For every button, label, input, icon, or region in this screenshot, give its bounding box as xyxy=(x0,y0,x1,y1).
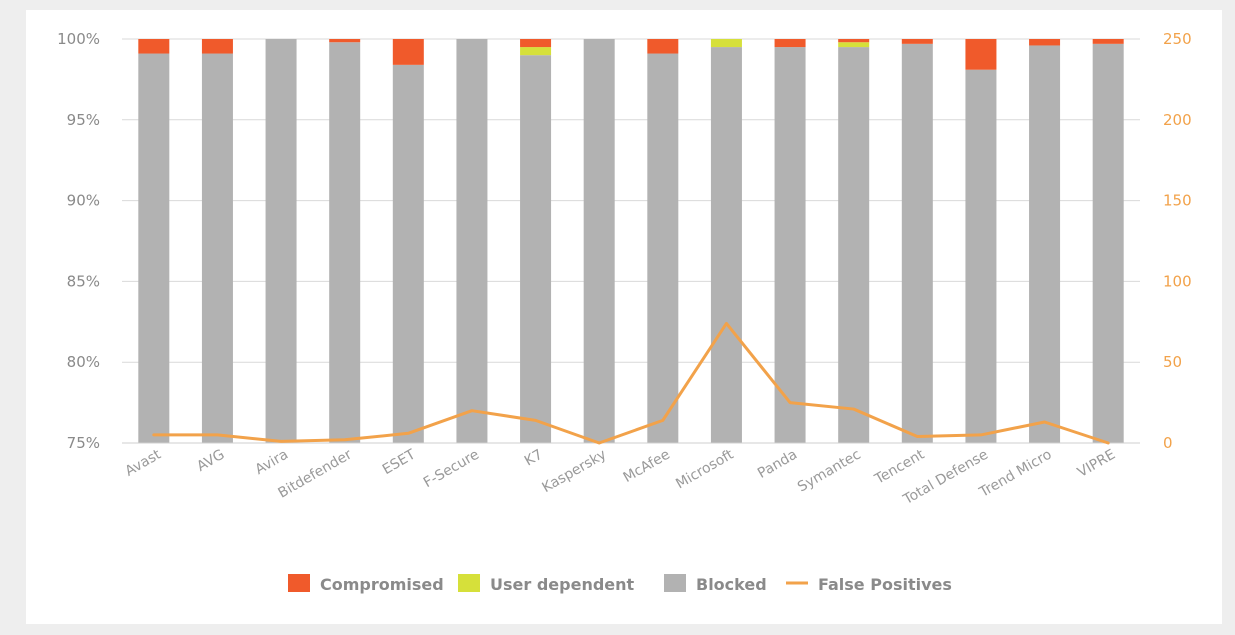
bar-compromised xyxy=(138,39,170,54)
y-right-tick-label: 0 xyxy=(1163,434,1173,452)
x-category-label: Kaspersky xyxy=(539,447,609,496)
bar-compromised xyxy=(329,39,361,43)
bar-compromised xyxy=(647,39,679,54)
x-category-label: McAfee xyxy=(621,447,673,486)
bar-compromised xyxy=(201,39,233,54)
bar-compromised xyxy=(1029,39,1061,46)
y-right-tick-label: 100 xyxy=(1163,272,1192,290)
x-category-label: Trend Micro xyxy=(976,447,1055,502)
bar-blocked xyxy=(965,69,997,444)
y-left-tick-label: 80% xyxy=(67,353,100,371)
bar-blocked xyxy=(1029,45,1061,444)
bar-compromised xyxy=(520,39,552,48)
bar-blocked xyxy=(901,43,933,444)
false-positives-line xyxy=(152,321,1110,445)
bar-compromised xyxy=(901,39,933,44)
bar-blocked xyxy=(774,47,806,444)
bar-blocked xyxy=(265,39,297,443)
bar-blocked xyxy=(838,47,870,444)
x-category-label: VIPRE xyxy=(1075,447,1118,481)
bar-blocked xyxy=(583,39,615,443)
legend-swatch xyxy=(288,574,310,592)
x-category-label: Microsoft xyxy=(673,446,737,492)
y-left-tick-label: 95% xyxy=(67,111,100,129)
bar-user-dependent xyxy=(520,47,552,56)
x-category-label: Avira xyxy=(253,447,292,478)
bar-blocked xyxy=(138,53,170,443)
legend-swatch xyxy=(458,574,480,592)
legend-label: False Positives xyxy=(818,575,952,594)
y-right-tick-label: 50 xyxy=(1163,353,1182,371)
bar-compromised xyxy=(838,39,870,43)
y-left-tick-label: 75% xyxy=(67,434,100,452)
y-left-tick-label: 90% xyxy=(67,192,100,210)
bar-blocked xyxy=(647,53,679,443)
chart: 75% 80% 85% 90% 95% 100% 0 50 100 150 200 250 Avast A… xyxy=(57,30,1192,594)
y-right-tick-label: 200 xyxy=(1163,111,1192,129)
x-category-label: Symantec xyxy=(795,447,864,496)
bar-blocked xyxy=(456,39,488,443)
bar-user-dependent xyxy=(838,42,870,48)
legend-label: User dependent xyxy=(490,575,635,594)
legend-label: Blocked xyxy=(696,575,767,594)
bar-compromised xyxy=(774,39,806,48)
bar-compromised xyxy=(1092,39,1124,44)
x-category-label: AVG xyxy=(194,447,227,475)
x-category-label: Panda xyxy=(755,447,800,482)
x-category-label: F-Secure xyxy=(421,447,482,491)
bar-compromised xyxy=(965,39,997,70)
bar-blocked xyxy=(1092,43,1124,444)
y-left-tick-label: 85% xyxy=(67,272,100,290)
bar-compromised xyxy=(392,39,424,65)
chart-card: 75% 80% 85% 90% 95% 100% 0 50 100 150 200 250 Avast A… xyxy=(26,10,1222,624)
y-right-tick-label: 250 xyxy=(1163,30,1192,48)
bar-blocked xyxy=(201,53,233,443)
x-category-label: Tencent xyxy=(871,446,927,488)
legend-label: Compromised xyxy=(320,575,444,594)
bar-blocked xyxy=(329,42,361,444)
x-category-label: K7 xyxy=(522,447,546,470)
bar-blocked xyxy=(392,64,424,443)
bar-blocked xyxy=(710,47,742,444)
y-left-tick-label: 100% xyxy=(57,30,100,48)
y-right-tick-label: 150 xyxy=(1163,192,1192,210)
bar-blocked xyxy=(520,55,552,443)
legend-swatch xyxy=(664,574,686,592)
bar-user-dependent xyxy=(710,39,742,48)
x-category-label: ESET xyxy=(380,446,419,478)
x-category-label: Avast xyxy=(123,446,165,479)
